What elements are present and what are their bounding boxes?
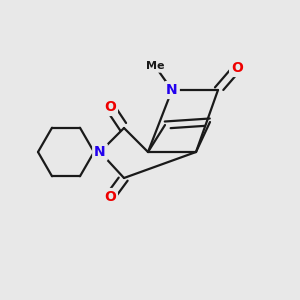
Text: N: N: [166, 83, 178, 97]
Text: N: N: [94, 145, 106, 159]
Text: O: O: [231, 61, 243, 75]
Text: Me: Me: [146, 61, 164, 71]
Text: O: O: [104, 100, 116, 114]
Text: O: O: [104, 190, 116, 204]
